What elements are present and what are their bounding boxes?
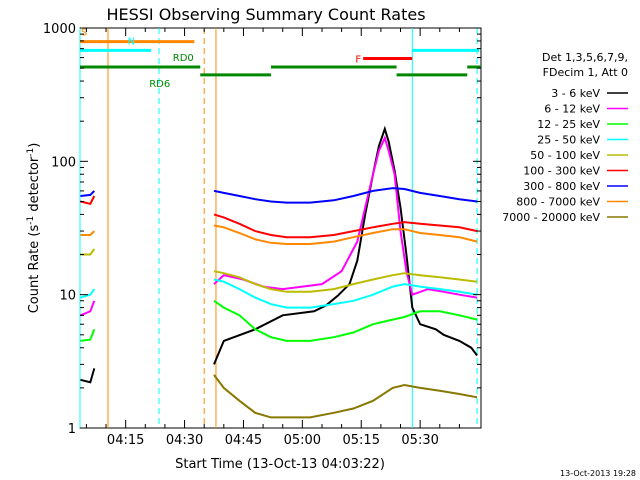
series-line-7 — [80, 224, 478, 245]
legend-header-2: FDecim 1, Att 0 — [543, 66, 628, 79]
flag-label-RD0: RD0 — [173, 53, 194, 64]
legend-label-5: 100 - 300 keV — [523, 165, 600, 178]
y-axis-label-main: Count Rate (s — [27, 225, 42, 314]
timestamp: 13-Oct-2013 19:28 — [560, 469, 636, 478]
legend-label-2: 12 - 25 keV — [537, 118, 600, 131]
flag-label-F: F — [355, 55, 361, 66]
x-tick-label-5: 05:30 — [401, 433, 438, 448]
series-group — [80, 125, 478, 419]
legend: Det 1,3,5,6,7,9, FDecim 1, Att 0 3 - 6 k… — [502, 51, 628, 224]
flag-label-RD6: RD6 — [149, 79, 170, 90]
legend-label-4: 50 - 100 keV — [530, 149, 600, 162]
legend-label-6: 300 - 800 keV — [523, 180, 600, 193]
flag-label-N: N — [128, 36, 135, 47]
series-line-6 — [80, 187, 478, 204]
legend-label-3: 25 - 50 keV — [537, 134, 600, 147]
axes-group: 04:15 04:30 04:45 05:00 05:15 05:30 1 10 100 1000 — [43, 22, 481, 448]
y-tick-label-3: 1000 — [43, 22, 76, 37]
plot-frame — [79, 27, 482, 429]
legend-header-1: Det 1,3,5,6,7,9, — [542, 51, 628, 64]
y-tick-label-2: 100 — [51, 155, 76, 170]
x-tick-label-2: 04:45 — [225, 433, 262, 448]
y-tick-label-0: 1 — [68, 422, 76, 437]
series-line-5 — [80, 195, 478, 239]
series-line-2 — [80, 299, 478, 342]
y-axis-label: Count Rate (s-1 detector-1) — [26, 143, 42, 314]
x-axis-label: Start Time (13-Oct-13 04:03:22) — [175, 457, 385, 472]
x-tick-label-0: 04:15 — [107, 433, 144, 448]
legend-label-1: 6 - 12 keV — [544, 103, 600, 116]
series-line-1 — [80, 135, 478, 317]
x-tick-label-4: 05:15 — [343, 433, 380, 448]
chart-title: HESSI Observing Summary Count Rates — [106, 5, 425, 24]
flag-group: S N F RD0 RD6 — [80, 28, 481, 90]
y-axis-label-tail: detector — [27, 156, 42, 216]
y-axis-label-end: ) — [27, 143, 42, 148]
flag-label-S: S — [81, 28, 87, 39]
y-axis-label-sup2: -1 — [26, 148, 36, 157]
y-tick-label-1: 10 — [59, 289, 76, 304]
series-line-8 — [213, 374, 478, 419]
x-tick-label-3: 05:00 — [284, 433, 321, 448]
series-line-3 — [80, 278, 478, 309]
y-axis-label-sup: -1 — [26, 216, 36, 225]
vertical-markers — [79, 28, 478, 428]
legend-label-8: 7000 - 20000 keV — [502, 211, 600, 224]
plot-area — [79, 27, 482, 429]
x-tick-label-1: 04:30 — [166, 433, 203, 448]
series-line-0 — [80, 125, 478, 384]
legend-label-7: 800 - 7000 keV — [516, 196, 600, 209]
legend-label-0: 3 - 6 keV — [551, 87, 600, 100]
